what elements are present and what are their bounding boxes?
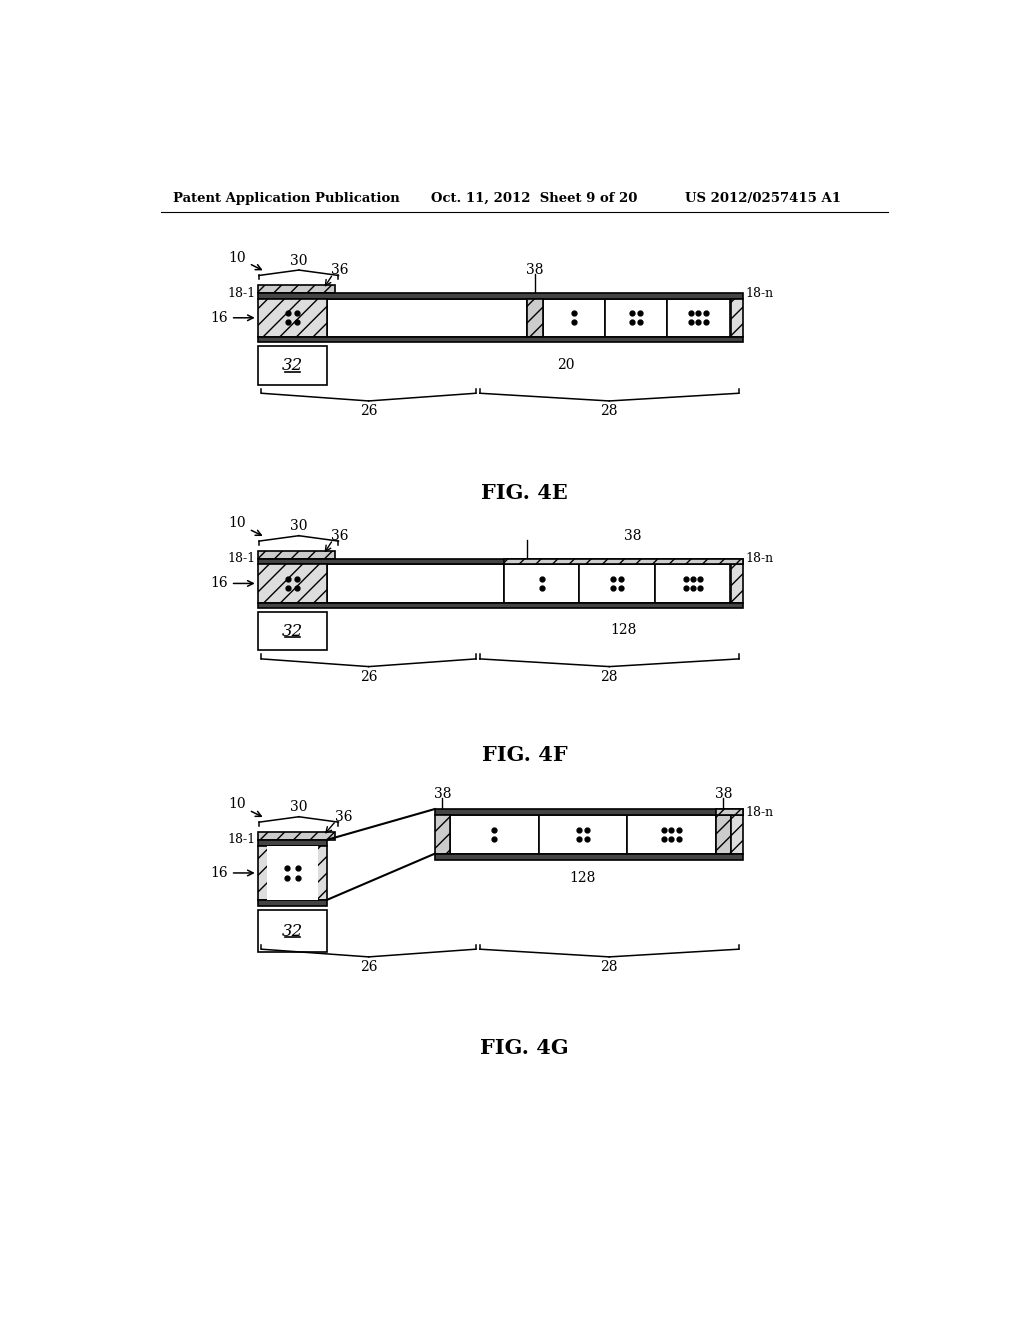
Text: 26: 26 [359, 404, 378, 418]
Bar [716, 809, 742, 816]
Bar [504, 564, 580, 603]
Text: 28: 28 [600, 960, 618, 974]
Bar [435, 809, 742, 816]
Bar [258, 900, 327, 906]
Text: 18-n: 18-n [745, 552, 773, 565]
Text: 128: 128 [610, 623, 637, 638]
Bar [543, 298, 605, 337]
Bar [258, 909, 327, 952]
Text: 128: 128 [569, 871, 596, 886]
Text: 18-1: 18-1 [227, 552, 255, 565]
Bar [258, 558, 742, 564]
Text: FIG. 4G: FIG. 4G [480, 1038, 569, 1057]
Bar [539, 816, 628, 854]
Text: 18-1: 18-1 [227, 286, 255, 300]
Bar [258, 603, 742, 609]
Bar [258, 832, 335, 840]
Text: 10: 10 [228, 251, 261, 269]
Text: 18-n: 18-n [745, 286, 773, 300]
Bar [258, 564, 327, 603]
Text: 10: 10 [228, 516, 261, 536]
Text: 36: 36 [331, 263, 348, 277]
Text: 30: 30 [290, 800, 307, 814]
Text: US 2012/0257415 A1: US 2012/0257415 A1 [685, 191, 841, 205]
Bar [258, 840, 327, 846]
Text: 18-1: 18-1 [227, 833, 255, 846]
Text: Patent Application Publication: Patent Application Publication [173, 191, 399, 205]
Text: 38: 38 [526, 263, 544, 277]
Text: 30: 30 [290, 253, 307, 268]
Text: 16: 16 [211, 310, 228, 325]
Bar [258, 552, 335, 558]
Text: 32: 32 [282, 356, 303, 374]
Bar [435, 816, 451, 854]
Text: FIG. 4F: FIG. 4F [482, 746, 567, 766]
Bar [580, 564, 655, 603]
Text: 20: 20 [557, 358, 574, 372]
Text: 30: 30 [290, 519, 307, 533]
Bar [435, 854, 742, 859]
Text: 26: 26 [359, 669, 378, 684]
Text: 18-n: 18-n [745, 807, 773, 820]
Bar [668, 298, 730, 337]
Text: 16: 16 [211, 577, 228, 590]
Bar [258, 298, 327, 337]
Bar [731, 564, 742, 603]
Text: 36: 36 [335, 809, 352, 824]
Text: FIG. 4E: FIG. 4E [481, 483, 568, 503]
Bar [327, 564, 504, 603]
Bar [628, 816, 716, 854]
Text: 32: 32 [282, 623, 303, 640]
Bar [258, 293, 742, 298]
Text: Oct. 11, 2012  Sheet 9 of 20: Oct. 11, 2012 Sheet 9 of 20 [431, 191, 637, 205]
Text: 38: 38 [433, 787, 452, 801]
Bar [527, 298, 543, 337]
Text: 28: 28 [600, 404, 618, 418]
Text: 16: 16 [211, 866, 228, 880]
Bar [327, 298, 527, 337]
Bar [258, 346, 327, 385]
Text: 38: 38 [625, 529, 642, 543]
Bar [258, 612, 327, 651]
Bar [655, 564, 730, 603]
Bar [267, 846, 317, 900]
Text: 36: 36 [331, 529, 348, 543]
Text: 38: 38 [715, 787, 732, 801]
Bar [504, 558, 742, 564]
Text: 26: 26 [359, 960, 378, 974]
Text: 32: 32 [282, 923, 303, 940]
Bar [731, 298, 742, 337]
Bar [731, 816, 742, 854]
Bar [258, 337, 742, 342]
Bar [716, 816, 731, 854]
Bar [451, 816, 539, 854]
Text: 10: 10 [228, 797, 261, 816]
Text: 28: 28 [600, 669, 618, 684]
Bar [258, 846, 327, 900]
Bar [258, 285, 335, 293]
Bar [605, 298, 668, 337]
